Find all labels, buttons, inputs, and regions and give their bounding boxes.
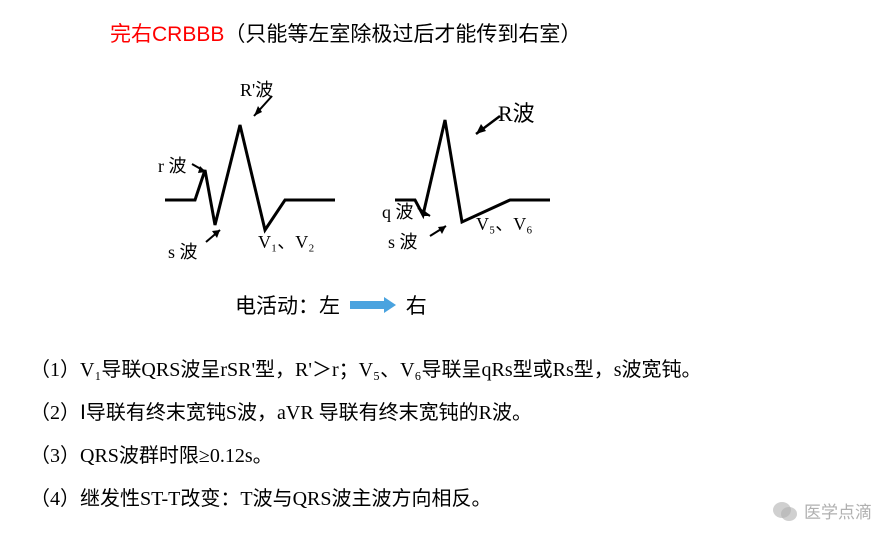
criterion-2: （2）Ⅰ导联有终末宽钝S波，aVR 导联有终末宽钝的R波。 xyxy=(30,398,532,428)
arrow-s-left xyxy=(204,226,228,246)
waveform-v1v2 xyxy=(160,100,345,260)
criterion-4: （4）继发性ST-T改变：T波与QRS波主波方向相反。 xyxy=(30,484,492,514)
ecg-diagram-area: R'波 r 波 s 波 V₁、V₂ R波 q 波 s 波 V₅、V₆ xyxy=(150,70,590,280)
activity-suffix: 右 xyxy=(406,295,427,318)
wechat-icon xyxy=(772,500,798,522)
arrow-s-right xyxy=(428,222,452,240)
watermark-text: 医学点滴 xyxy=(804,498,872,523)
label-leads-v5v6: V₅、V₆ xyxy=(476,210,533,236)
label-r: r 波 xyxy=(158,152,187,178)
criterion-3: （3）QRS波群时限≥0.12s。 xyxy=(30,441,273,471)
arrow-R xyxy=(470,114,504,140)
title-line: 完右CRBBB（只能等左室除极过后才能传到右室） xyxy=(110,18,581,48)
label-leads-v1v2: V₁、V₂ xyxy=(258,228,315,254)
arrow-r xyxy=(190,160,214,178)
label-s-right: s 波 xyxy=(388,228,418,254)
electrical-activity-line: 电活动：左 右 xyxy=(235,290,427,320)
label-s-left: s 波 xyxy=(168,238,198,264)
arrow-q xyxy=(416,204,436,220)
arrow-right-icon xyxy=(350,295,396,319)
title-black: （只能等左室除极过后才能传到右室） xyxy=(224,23,581,46)
title-red: 完右CRBBB xyxy=(110,23,224,46)
criterion-1: （1）V₁导联QRS波呈rSR'型，R'＞r；V₅、V₆导联呈qRs型或Rs型，… xyxy=(30,355,702,385)
arrow-R-prime xyxy=(250,94,280,119)
watermark: 医学点滴 xyxy=(772,498,872,523)
activity-prefix: 电活动：左 xyxy=(235,295,340,318)
label-q: q 波 xyxy=(382,198,414,224)
